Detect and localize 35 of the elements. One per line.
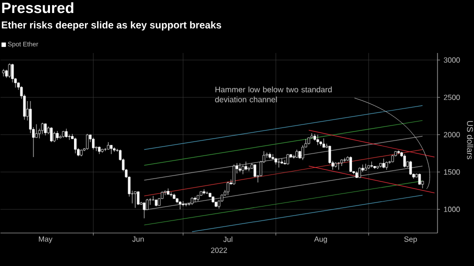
candlestick	[337, 162, 340, 170]
candlestick	[244, 161, 248, 171]
candlestick	[194, 196, 196, 202]
candlestick	[142, 202, 146, 219]
candlestick	[41, 122, 44, 134]
candlestick	[242, 165, 244, 174]
candlestick	[92, 137, 95, 150]
candlestick	[53, 131, 56, 142]
candlestick	[74, 137, 77, 154]
candlestick	[403, 154, 406, 168]
candlestick	[358, 167, 361, 178]
candlestick	[104, 148, 107, 152]
candlestick	[35, 124, 38, 138]
y-axis-title: US dollars	[466, 121, 474, 160]
candlestick	[86, 134, 89, 150]
candlestick	[238, 162, 242, 172]
candlestick	[349, 156, 352, 172]
candlestick	[68, 134, 71, 140]
candlestick	[136, 191, 140, 206]
candlestick	[382, 158, 385, 168]
candlestick	[226, 181, 230, 196]
chart-subtitle: Ether risks deeper slide as key support breaks	[2, 21, 222, 30]
candlestick	[370, 161, 373, 168]
candlestick	[248, 166, 250, 172]
candlestick	[302, 144, 304, 160]
candlestick	[8, 63, 11, 78]
candlestick	[316, 134, 320, 146]
candlestick	[278, 158, 280, 168]
candlestick	[206, 191, 208, 194]
chart-title: Pressured	[2, 2, 74, 14]
candlestick	[409, 160, 412, 176]
candlestick	[50, 126, 53, 142]
candlestick	[232, 164, 236, 185]
candlestick	[202, 188, 206, 195]
candlestick	[134, 191, 136, 208]
